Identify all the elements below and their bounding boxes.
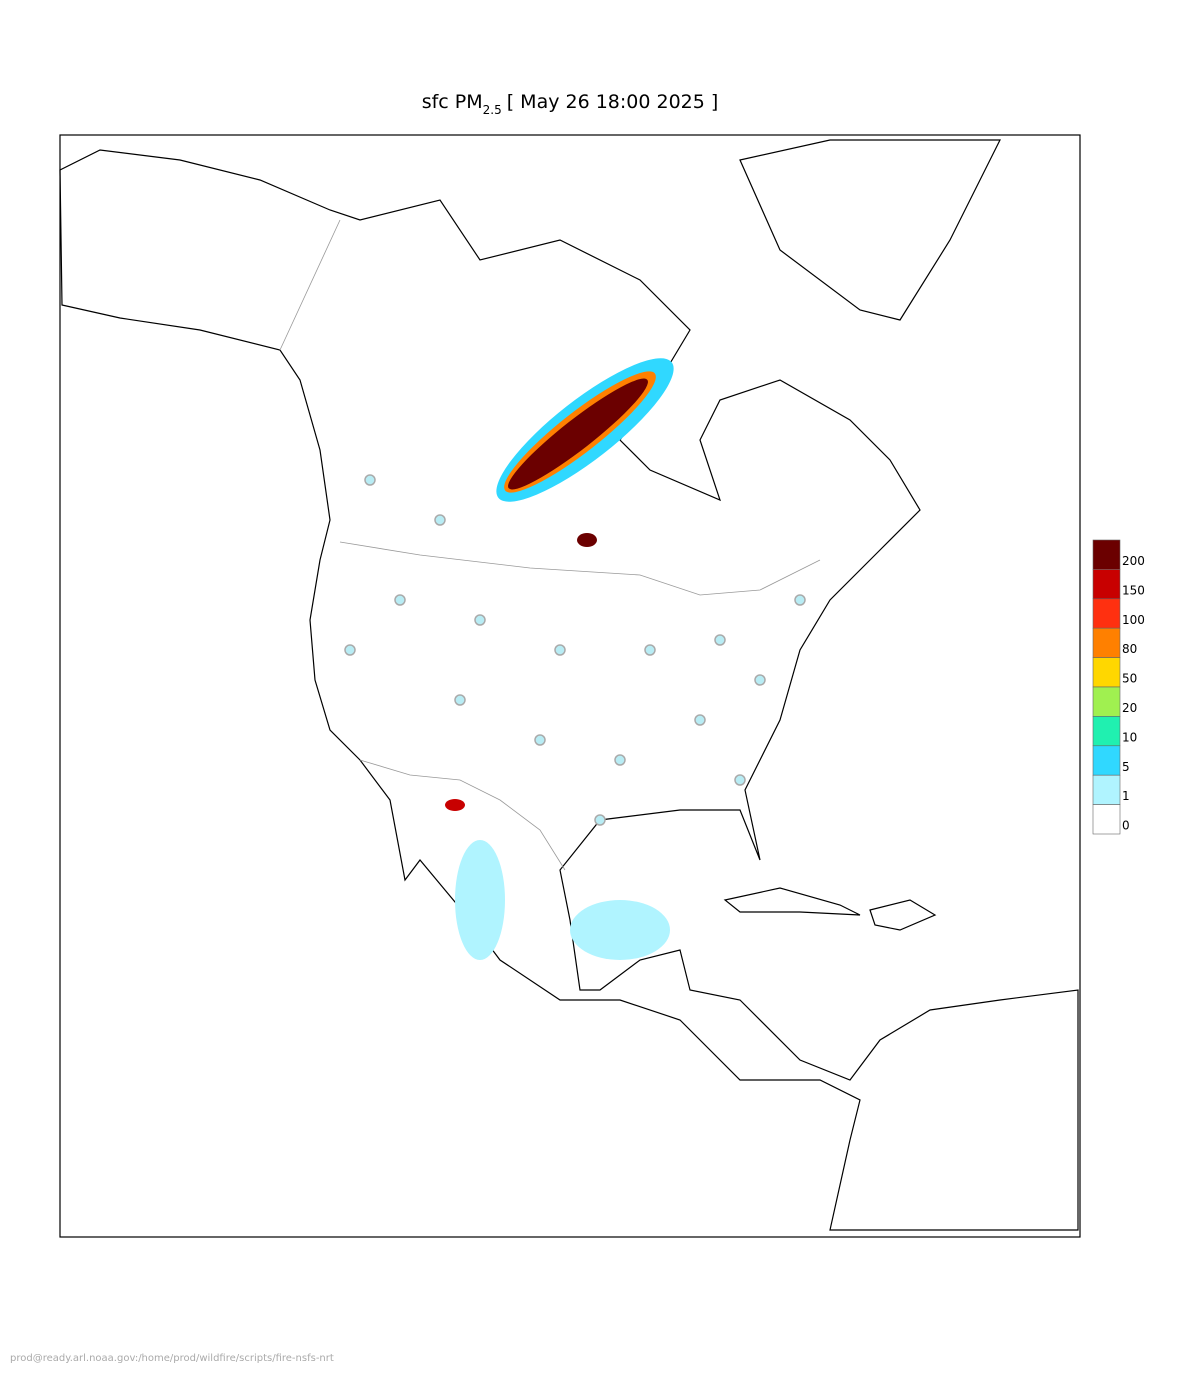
greenland xyxy=(739,139,1001,321)
title-subscript: 2.5 xyxy=(483,103,502,117)
hispaniola xyxy=(869,899,937,931)
colorbar-swatch xyxy=(1092,804,1121,835)
colorbar-label: 200 xyxy=(1122,554,1145,568)
title-prefix: sfc PM xyxy=(422,91,483,113)
map-title: sfc PM2.5 [ May 26 18:00 2025 ] xyxy=(422,91,719,117)
alaska-border xyxy=(279,219,341,351)
stations xyxy=(344,474,806,826)
colorbar-swatch xyxy=(1092,774,1121,805)
colorbar-label: 1 xyxy=(1122,789,1130,803)
smoke-plume xyxy=(445,358,674,960)
colorbar-label: 10 xyxy=(1122,730,1137,744)
colorbar-label: 0 xyxy=(1122,819,1130,833)
colorbar-swatch xyxy=(1092,657,1121,688)
title-suffix: [ May 26 18:00 2025 ] xyxy=(507,91,719,113)
colorbar-swatch xyxy=(1092,627,1121,658)
map xyxy=(59,134,1081,1238)
colorbar-label: 5 xyxy=(1122,760,1130,774)
colorbar-label: 20 xyxy=(1122,701,1137,715)
us-canada-border xyxy=(339,541,821,596)
us-mexico-border xyxy=(359,759,566,871)
colorbar-label: 80 xyxy=(1122,642,1137,656)
colorbar-label: 150 xyxy=(1122,583,1145,597)
colorbar-swatch xyxy=(1092,539,1121,570)
footer: prod@ready.arl.noaa.gov:/home/prod/wildf… xyxy=(10,1353,334,1364)
colorbar-swatch xyxy=(1092,716,1121,747)
colorbar-label: 100 xyxy=(1122,613,1145,627)
colorbar-swatch xyxy=(1092,569,1121,600)
colorbar-swatch xyxy=(1092,686,1121,717)
cuba xyxy=(723,887,861,916)
colorbar-swatch xyxy=(1092,745,1121,776)
colorbar-swatch xyxy=(1092,598,1121,629)
colorbar-label: 50 xyxy=(1122,672,1137,686)
